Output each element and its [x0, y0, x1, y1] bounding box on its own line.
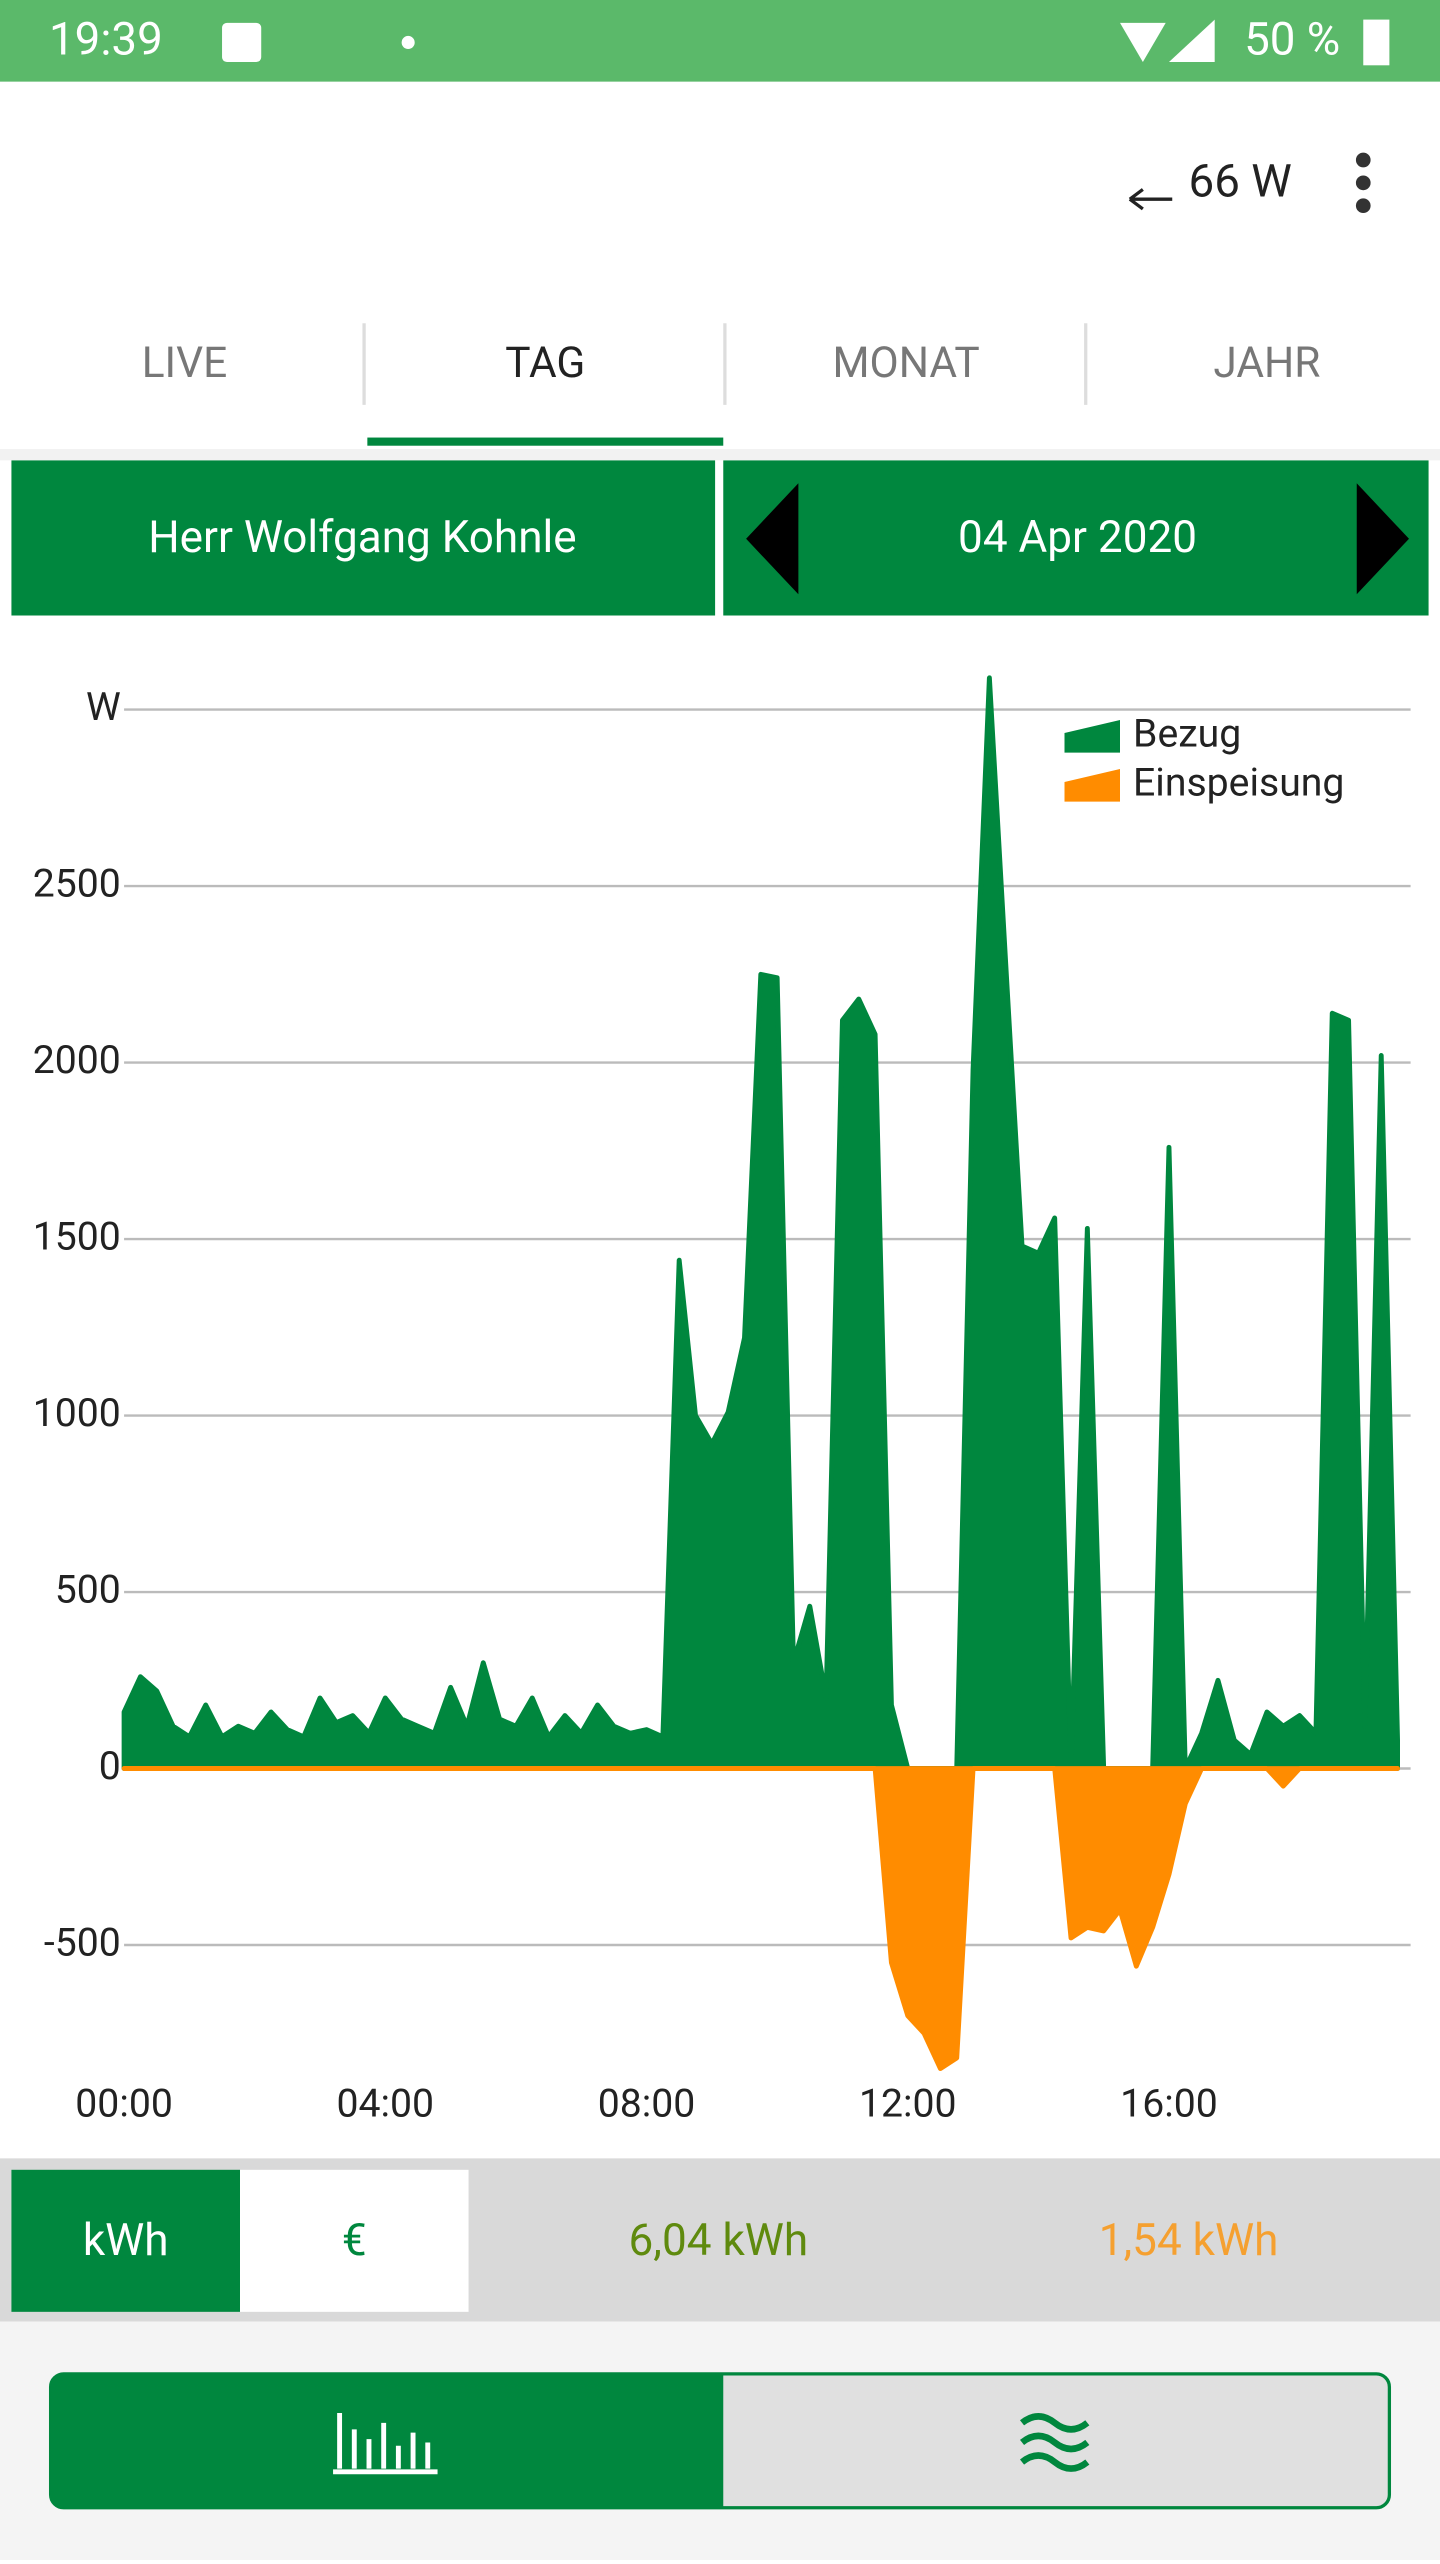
y-tick-label: 1500 — [33, 1213, 121, 1259]
area — [121, 675, 1400, 1771]
unit-label: € — [342, 2214, 367, 2266]
tab-active[interactable]: TAG — [505, 339, 585, 388]
bar-icon — [333, 2413, 438, 2475]
x-tick-label: 00:00 — [75, 2080, 173, 2126]
date: 04 Apr 2020 — [958, 511, 1197, 563]
y-tick-label: 500 — [55, 1566, 121, 1612]
y-tick-label: 0 — [99, 1743, 121, 1789]
tab[interactable]: LIVE — [142, 339, 228, 388]
area — [121, 1766, 1400, 2072]
date-box — [723, 460, 1429, 616]
next-day[interactable] — [1356, 483, 1409, 595]
wifi-icon — [1120, 22, 1166, 63]
chart: -500 0 500 1000 1500 2000 2500 W 00:00 04:00 08:00… — [33, 675, 1411, 2126]
power-value: 66 W — [1189, 156, 1292, 209]
y-tick-label: W — [86, 684, 121, 730]
arrow-icon — [1128, 188, 1144, 211]
einspeisung-total: 1,54 kWh — [1099, 2214, 1279, 2266]
bar-view-button[interactable] — [50, 2373, 724, 2508]
customer-name: Herr Wolfgang Kohnle — [148, 511, 576, 563]
x-tick-label: 08:00 — [598, 2080, 696, 2126]
y-tick-label: 2500 — [33, 860, 121, 906]
status-icon — [222, 22, 262, 63]
x-tick-label: 04:00 — [337, 2080, 435, 2126]
bezug-total: 6,04 kWh — [629, 2214, 809, 2266]
unit-kwh[interactable] — [11, 2169, 240, 2312]
y-tick-label: -500 — [44, 1919, 121, 1965]
y-tick-label: 2000 — [33, 1037, 121, 1083]
separator — [0, 448, 1440, 461]
unit-label: kWh — [83, 2214, 169, 2266]
tab-indicator — [367, 437, 724, 446]
x-tick-label: 12:00 — [859, 2080, 957, 2126]
x-tick-label: 16:00 — [1120, 2080, 1218, 2126]
status-battery: 50 % — [1244, 14, 1340, 67]
tab[interactable]: JAHR — [1213, 339, 1320, 388]
prev-day[interactable] — [746, 483, 799, 595]
legend-swatch — [1064, 768, 1120, 802]
wave-view-button[interactable] — [1020, 2413, 1090, 2472]
tab-dividers — [362, 323, 1088, 405]
status-bar — [0, 0, 1440, 82]
y-tick-label: 1000 — [33, 1390, 121, 1436]
battery-icon — [1363, 19, 1390, 66]
status-icon — [401, 35, 415, 49]
legend-label: Bezug — [1133, 711, 1241, 757]
name-box[interactable] — [11, 460, 716, 616]
tab[interactable]: MONAT — [833, 339, 980, 388]
legend-label: Einspeisung — [1133, 760, 1344, 806]
menu-button[interactable] — [1355, 152, 1371, 214]
status-time: 19:39 — [49, 14, 163, 67]
legend-swatch — [1064, 720, 1120, 753]
unit-euro[interactable] — [240, 2169, 469, 2312]
